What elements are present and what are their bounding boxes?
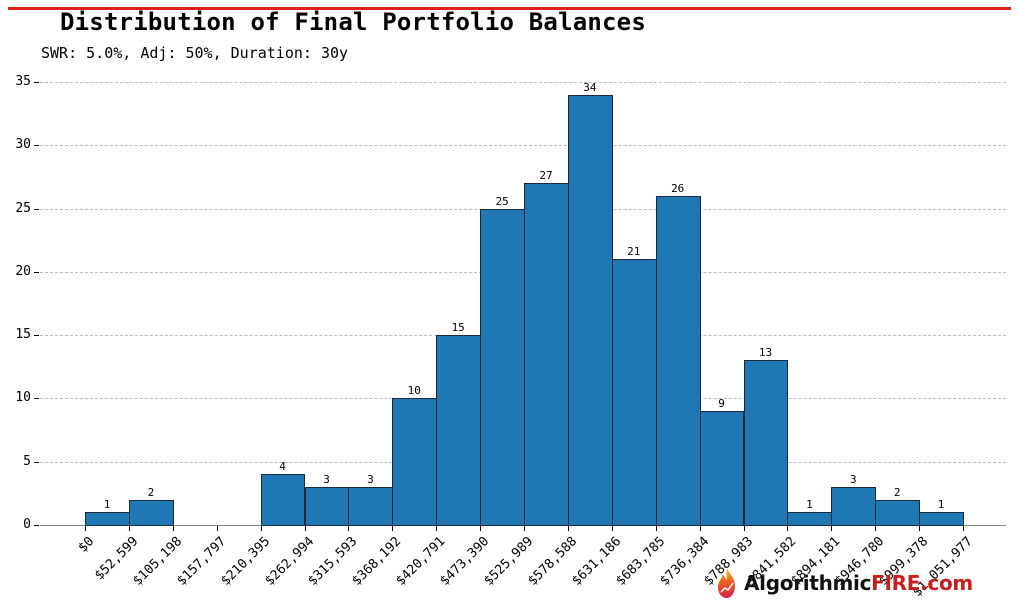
y-tick	[34, 209, 39, 210]
gridline	[40, 82, 1006, 83]
bar-value-label: 26	[671, 181, 685, 195]
histogram-bar	[392, 398, 438, 526]
x-tick	[612, 526, 613, 531]
bar-value-label: 9	[718, 397, 725, 411]
x-tick	[436, 526, 437, 531]
x-tick	[656, 526, 657, 531]
bar-value-label: 10	[407, 384, 421, 398]
y-tick-label: 0	[23, 517, 31, 532]
accent-bar	[8, 7, 1011, 10]
y-tick	[34, 398, 39, 399]
bar-value-label: 4	[279, 460, 286, 474]
bar-value-label: 1	[103, 498, 111, 512]
y-tick	[34, 525, 39, 526]
y-tick	[34, 335, 39, 336]
x-tick	[831, 526, 832, 531]
x-tick	[305, 526, 306, 531]
x-tick	[568, 526, 569, 531]
flame-chart-icon	[718, 568, 735, 598]
y-tick	[34, 272, 39, 273]
x-tick	[261, 526, 262, 531]
x-tick	[348, 526, 349, 531]
histogram-bar	[787, 512, 833, 526]
x-tick	[787, 526, 788, 531]
y-tick	[34, 145, 39, 146]
bar-value-label: 3	[849, 473, 857, 487]
x-tick	[524, 526, 525, 531]
bar-value-label: 34	[583, 80, 597, 94]
x-tick	[700, 526, 701, 531]
y-tick-label: 35	[15, 74, 31, 89]
histogram-bar	[304, 487, 350, 526]
y-tick-label: 30	[15, 137, 31, 152]
bar-value-label: 3	[323, 473, 330, 487]
watermark-text-dark: Algorithmic	[744, 571, 872, 595]
bar-value-label: 15	[451, 321, 465, 335]
y-tick-label: 10	[15, 390, 31, 405]
bar-value-label: 27	[539, 169, 553, 183]
bar-value-label: 1	[806, 498, 813, 512]
histogram-bar	[436, 335, 482, 526]
x-tick-label: $0	[75, 534, 98, 556]
bar-value-label: 2	[147, 485, 155, 499]
histogram-bar	[655, 195, 701, 526]
bar-value-label: 2	[893, 485, 901, 499]
x-tick	[744, 526, 745, 531]
x-tick	[963, 526, 964, 531]
histogram-bar	[480, 208, 525, 526]
bar-value-label: 1	[937, 498, 945, 512]
chart-title: Distribution of Final Portfolio Balances	[60, 8, 646, 36]
bar-value-label: 25	[495, 194, 509, 208]
gridline	[40, 145, 1006, 146]
chart-subtitle: SWR: 5.0%, Adj: 50%, Duration: 30y	[41, 44, 349, 62]
histogram-bar	[260, 474, 306, 526]
x-tick	[85, 526, 86, 531]
y-tick-label: 15	[15, 327, 31, 342]
histogram-bar	[128, 499, 174, 526]
x-tick	[875, 526, 876, 531]
y-tick-label: 25	[15, 201, 31, 216]
watermark-text-red: FIRE.com	[871, 571, 973, 595]
histogram-bar	[567, 94, 613, 526]
histogram-bar	[699, 411, 745, 526]
y-tick	[34, 82, 39, 83]
histogram-bar	[743, 360, 789, 526]
bar-value-label: 13	[758, 346, 773, 360]
histogram-bar	[875, 499, 921, 526]
x-tick	[129, 526, 130, 531]
y-tick-label: 20	[15, 264, 31, 279]
x-tick	[480, 526, 481, 531]
x-tick	[173, 526, 174, 531]
y-tick	[34, 462, 39, 463]
x-tick	[217, 526, 218, 531]
watermark-logo: AlgorithmicFIRE.com	[714, 566, 973, 600]
histogram-bar	[524, 183, 569, 526]
histogram-bar	[831, 487, 877, 526]
bar-value-label: 3	[367, 473, 374, 487]
histogram-bar	[85, 512, 130, 526]
bar-value-label: 21	[627, 245, 641, 259]
x-tick	[392, 526, 393, 531]
histogram-bar	[348, 487, 394, 526]
x-tick	[919, 526, 920, 531]
histogram-bar	[611, 259, 657, 526]
y-tick-label: 5	[23, 454, 31, 469]
histogram-bar	[919, 512, 964, 526]
